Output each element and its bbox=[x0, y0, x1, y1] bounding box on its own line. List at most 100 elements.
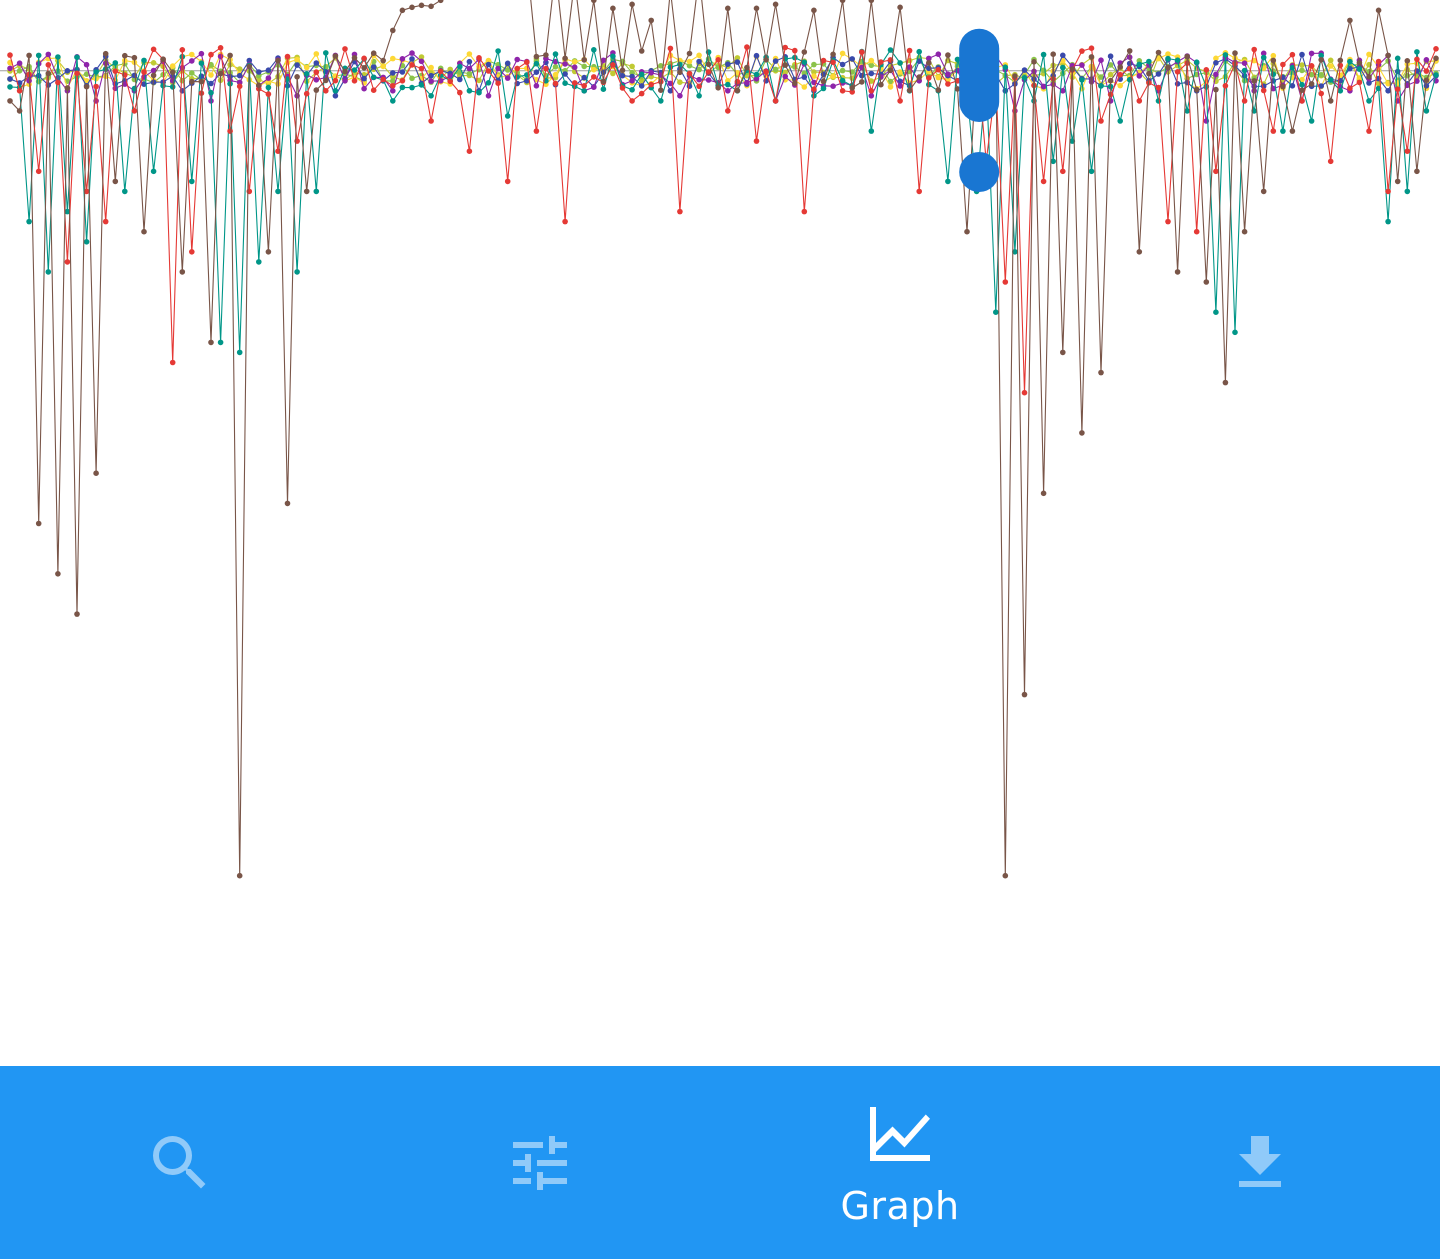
data-point bbox=[1098, 83, 1104, 89]
data-point bbox=[562, 71, 568, 77]
data-point bbox=[16, 88, 23, 94]
series-layer bbox=[7, 0, 1439, 879]
data-point bbox=[466, 88, 473, 94]
data-point bbox=[1299, 67, 1305, 74]
data-point bbox=[284, 500, 291, 507]
data-point bbox=[1289, 83, 1296, 89]
data-point bbox=[236, 66, 243, 72]
data-point bbox=[466, 148, 473, 154]
data-point bbox=[1299, 87, 1305, 93]
data-point bbox=[275, 57, 281, 64]
data-point bbox=[399, 69, 406, 75]
data-point bbox=[658, 98, 664, 104]
data-point bbox=[715, 57, 721, 63]
data-point bbox=[1222, 52, 1229, 58]
data-point bbox=[1107, 53, 1114, 59]
data-point bbox=[236, 83, 243, 90]
data-point bbox=[629, 87, 635, 93]
data-point bbox=[1232, 50, 1238, 56]
data-point bbox=[1060, 349, 1066, 356]
data-point bbox=[122, 188, 128, 195]
data-point bbox=[390, 78, 396, 84]
data-point bbox=[705, 61, 712, 68]
data-point bbox=[897, 98, 903, 104]
data-point bbox=[1060, 64, 1066, 71]
graph-view[interactable] bbox=[0, 0, 1440, 1066]
data-point bbox=[1270, 85, 1277, 92]
data-point bbox=[1308, 71, 1315, 78]
data-point bbox=[179, 47, 186, 53]
data-point bbox=[916, 48, 922, 55]
nav-item-download[interactable] bbox=[1080, 1066, 1440, 1259]
nav-item-filters[interactable] bbox=[360, 1066, 720, 1259]
data-point bbox=[189, 51, 195, 58]
data-point bbox=[83, 83, 90, 90]
data-point bbox=[1280, 128, 1286, 134]
data-point bbox=[418, 2, 425, 9]
data-point bbox=[753, 138, 760, 144]
data-point bbox=[591, 66, 597, 73]
data-point bbox=[265, 249, 272, 255]
data-point bbox=[839, 67, 846, 74]
data-point bbox=[294, 269, 300, 275]
data-point bbox=[1327, 158, 1334, 165]
data-point bbox=[1299, 51, 1305, 58]
data-point bbox=[332, 93, 339, 99]
data-point bbox=[514, 65, 520, 72]
nav-item-graph[interactable]: Graph bbox=[720, 1066, 1080, 1259]
scrollbar-handle[interactable] bbox=[959, 151, 1000, 192]
data-point bbox=[189, 58, 195, 64]
data-point bbox=[1318, 83, 1324, 89]
data-point bbox=[801, 74, 808, 80]
data-point bbox=[1021, 691, 1028, 698]
data-point bbox=[428, 93, 434, 99]
data-point bbox=[16, 108, 23, 114]
data-point bbox=[1184, 108, 1190, 114]
data-point bbox=[303, 64, 310, 71]
data-point bbox=[93, 69, 99, 75]
data-point bbox=[361, 85, 367, 92]
data-point bbox=[734, 59, 741, 65]
data-point bbox=[83, 78, 90, 84]
data-point bbox=[696, 58, 702, 65]
data-point bbox=[399, 84, 406, 91]
data-point bbox=[351, 78, 358, 84]
data-point bbox=[1232, 329, 1238, 336]
data-point bbox=[1012, 249, 1018, 255]
data-point bbox=[935, 87, 942, 93]
data-point bbox=[677, 208, 683, 215]
data-point bbox=[801, 59, 808, 65]
series-line-teal bbox=[9, 49, 1437, 353]
data-point bbox=[677, 79, 683, 85]
data-point bbox=[1021, 75, 1028, 81]
show-chart-icon bbox=[870, 1106, 930, 1161]
data-point bbox=[1299, 76, 1305, 83]
data-point bbox=[629, 98, 635, 104]
data-point bbox=[1155, 55, 1162, 62]
data-point bbox=[562, 61, 568, 67]
nav-item-search[interactable] bbox=[0, 1066, 360, 1259]
data-point bbox=[552, 58, 559, 65]
data-point bbox=[964, 228, 970, 235]
data-point bbox=[380, 57, 387, 64]
data-point bbox=[7, 52, 13, 58]
data-point bbox=[801, 208, 808, 215]
data-point bbox=[1404, 58, 1411, 64]
line-chart[interactable] bbox=[0, 0, 1440, 1066]
data-point bbox=[638, 48, 645, 54]
data-point bbox=[935, 74, 942, 81]
data-point bbox=[906, 47, 913, 54]
data-point bbox=[55, 571, 61, 577]
data-point bbox=[868, 78, 875, 84]
data-point bbox=[658, 63, 664, 69]
scrollbar[interactable] bbox=[959, 28, 1000, 192]
data-point bbox=[897, 60, 903, 66]
data-point bbox=[820, 78, 827, 85]
data-point bbox=[236, 79, 243, 86]
data-point bbox=[150, 67, 157, 74]
data-point bbox=[1270, 52, 1277, 59]
data-point bbox=[734, 78, 741, 85]
data-point bbox=[897, 4, 903, 11]
data-point bbox=[859, 49, 865, 55]
data-point bbox=[696, 52, 702, 59]
